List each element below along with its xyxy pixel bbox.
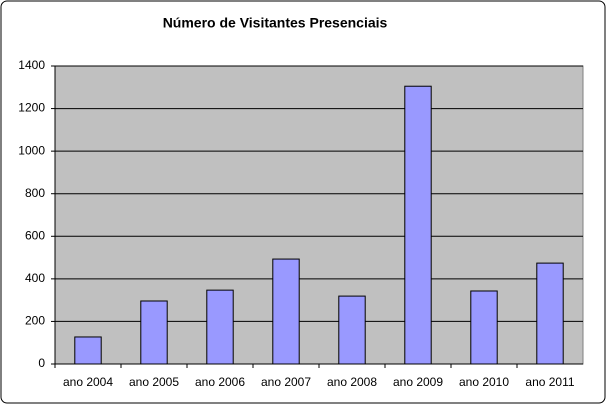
x-tick-label: ano 2005 — [129, 375, 179, 389]
y-tick-label: 1000 — [18, 143, 45, 157]
x-tick-label: ano 2009 — [393, 375, 443, 389]
bar — [206, 289, 234, 365]
x-tick-label: ano 2004 — [63, 375, 113, 389]
bar — [536, 262, 564, 365]
x-tick-label: ano 2011 — [525, 375, 574, 389]
y-tick-label: 1200 — [18, 101, 45, 115]
x-tick-label: ano 2010 — [459, 375, 509, 389]
x-tick-label: ano 2008 — [327, 375, 377, 389]
bar — [404, 85, 432, 365]
plot-area — [54, 65, 584, 365]
bar — [338, 295, 366, 365]
bar — [140, 300, 168, 365]
x-tick-label: ano 2006 — [195, 375, 245, 389]
bar — [272, 258, 300, 365]
bar — [74, 336, 102, 365]
x-tick-label: ano 2007 — [261, 375, 311, 389]
bar — [470, 290, 498, 365]
y-tick-label: 400 — [25, 271, 45, 285]
chart-title: Número de Visitantes Presenciais — [163, 15, 388, 31]
y-tick-label: 600 — [25, 228, 45, 242]
y-tick-label: 0 — [38, 356, 45, 370]
y-tick-label: 200 — [25, 314, 45, 328]
y-tick-label: 800 — [25, 186, 45, 200]
y-tick-label: 1400 — [18, 58, 45, 72]
